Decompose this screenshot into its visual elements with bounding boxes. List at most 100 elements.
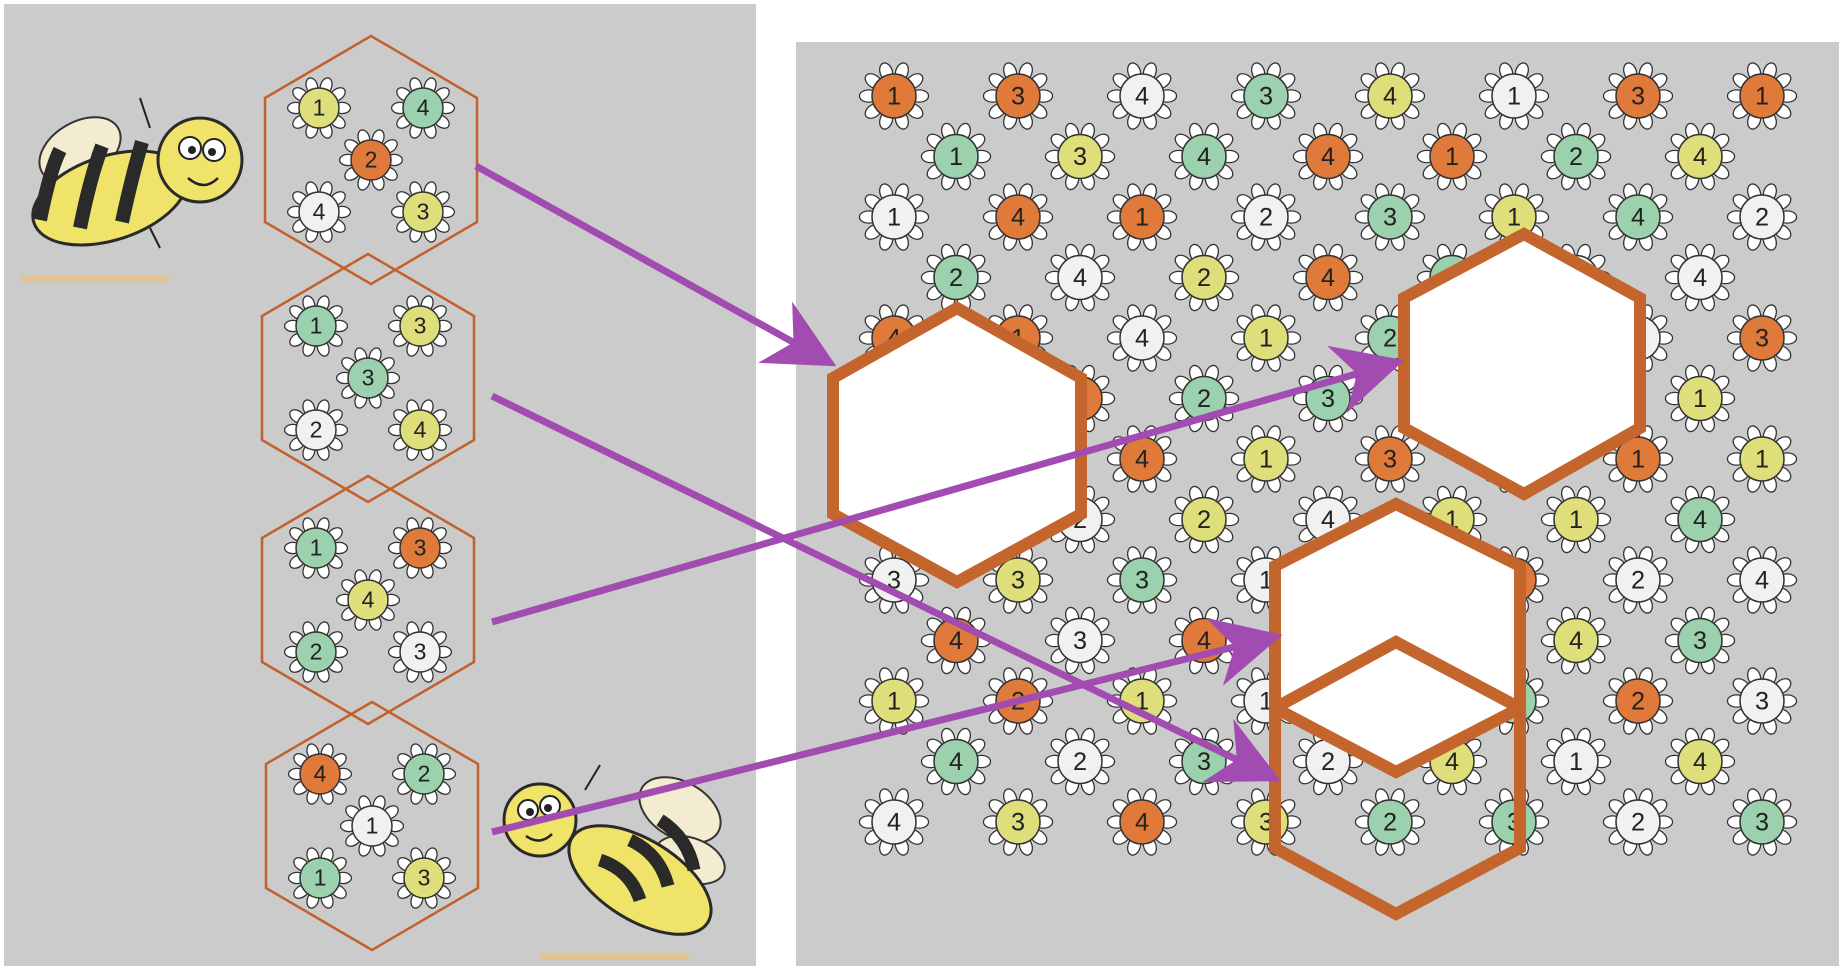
legend-pattern-3 — [260, 474, 476, 726]
board-flower: 1 — [1230, 425, 1302, 493]
board-flower: 2 — [1602, 546, 1674, 614]
flower-number: 3 — [414, 313, 427, 339]
arrow-2 — [490, 392, 1281, 782]
flower-number: 2 — [949, 264, 963, 292]
flower-number: 3 — [1135, 566, 1149, 594]
flower-number: 2 — [1631, 808, 1645, 836]
flower-number: 4 — [949, 748, 963, 776]
flower-number: 4 — [1135, 82, 1149, 110]
board-flower: 2 — [1602, 788, 1674, 856]
board-flower: 4 — [1664, 485, 1736, 554]
flower-number: 4 — [414, 417, 427, 443]
flower-number: 1 — [1755, 445, 1769, 473]
flower-number: 1 — [1259, 324, 1273, 352]
flower-number: 2 — [310, 417, 323, 443]
flower-number: 4 — [1569, 627, 1583, 655]
legend-flower: 1 — [286, 77, 352, 139]
board-flower: 4 — [1540, 606, 1612, 675]
board-flower: 4 — [1354, 62, 1426, 130]
legend-flower: 1 — [283, 295, 349, 357]
flower-number: 1 — [314, 865, 327, 891]
flower-number: 4 — [1631, 203, 1645, 231]
legend-flower: 3 — [387, 621, 453, 683]
flower-number: 1 — [1755, 82, 1769, 110]
flower-number: 3 — [1011, 566, 1025, 594]
flower-number: 4 — [1135, 808, 1149, 836]
answer-hex-2[interactable] — [1398, 227, 1646, 501]
flower-number: 4 — [949, 627, 963, 655]
flower-number: 1 — [1631, 445, 1645, 473]
flower-number: 1 — [1507, 203, 1521, 231]
board-flower: 3 — [1354, 425, 1426, 493]
flower-number: 3 — [414, 535, 427, 561]
board-flower: 4 — [1664, 727, 1736, 796]
board-flower: 3 — [1106, 546, 1178, 614]
flower-number: 4 — [313, 199, 326, 225]
flower-number: 1 — [1569, 748, 1583, 776]
flower-number: 1 — [1445, 143, 1459, 171]
board-flower: 2 — [1230, 183, 1302, 251]
board-flower: 4 — [1664, 122, 1736, 191]
flower-number: 1 — [887, 203, 901, 231]
board-flower: 3 — [982, 546, 1054, 614]
flower-number: 3 — [1197, 748, 1211, 776]
board-flower: 2 — [1602, 667, 1674, 735]
legend-flower: 4 — [387, 399, 453, 461]
flower-number: 3 — [1259, 82, 1273, 110]
flower-number: 2 — [1383, 808, 1397, 836]
board-flower: 1 — [1726, 425, 1798, 493]
flower-number: 4 — [1755, 566, 1769, 594]
board-flower: 3 — [1726, 304, 1798, 372]
arrow-3 — [491, 345, 1405, 626]
flower-number: 2 — [1631, 687, 1645, 715]
flower-number: 4 — [1135, 445, 1149, 473]
board-flower: 2 — [1168, 485, 1240, 554]
legend-flower: 2 — [283, 621, 349, 683]
flower-number: 4 — [1321, 506, 1335, 534]
flower-number: 2 — [1321, 748, 1335, 776]
board-flower: 4 — [1664, 243, 1736, 312]
arrow-1 — [474, 162, 837, 367]
flower-number: 4 — [887, 808, 901, 836]
flower-number: 2 — [310, 639, 323, 665]
flower-number: 1 — [1135, 203, 1149, 231]
flower-number: 1 — [310, 535, 323, 561]
flower-number: 4 — [314, 761, 327, 787]
arrow-4 — [491, 617, 1283, 836]
board-flower: 4 — [1044, 243, 1116, 312]
flower-number: 2 — [1631, 566, 1645, 594]
board-flower: 3 — [1664, 606, 1736, 675]
flower-number: 3 — [1073, 627, 1087, 655]
board-flower: 4 — [920, 727, 992, 796]
board-flower: 3 — [1044, 606, 1116, 675]
legend-pattern-1 — [263, 34, 479, 286]
board-flower: 3 — [982, 788, 1054, 856]
legend-flower: 4 — [287, 743, 353, 805]
flower-number: 3 — [418, 865, 431, 891]
board-flower: 2 — [1044, 727, 1116, 796]
flower-number: 4 — [1321, 143, 1335, 171]
board-flower: 1 — [1478, 62, 1550, 130]
legend-flower: 4 — [286, 181, 352, 243]
board-flower: 3 — [1726, 788, 1798, 856]
board-flower: 1 — [1664, 364, 1736, 433]
flower-number: 1 — [1569, 506, 1583, 534]
flower-number: 1 — [949, 143, 963, 171]
answer-hex-1[interactable] — [827, 301, 1087, 589]
board-flower: 4 — [1106, 304, 1178, 372]
legend-flower: 3 — [391, 847, 457, 909]
legend-flower: 2 — [283, 399, 349, 461]
board-flower: 4 — [1292, 122, 1364, 191]
board-flower: 1 — [1540, 485, 1612, 554]
flower-number: 3 — [1011, 82, 1025, 110]
answer-hex-4[interactable] — [1269, 635, 1526, 921]
flower-number: 2 — [1569, 143, 1583, 171]
flower-number: 2 — [1197, 506, 1211, 534]
legend-pattern-4 — [264, 700, 480, 952]
flower-number: 3 — [1383, 203, 1397, 231]
flower-number: 1 — [887, 687, 901, 715]
flower-number: 4 — [1383, 82, 1397, 110]
flower-number: 2 — [1197, 264, 1211, 292]
board-flower: 4 — [1726, 546, 1798, 614]
